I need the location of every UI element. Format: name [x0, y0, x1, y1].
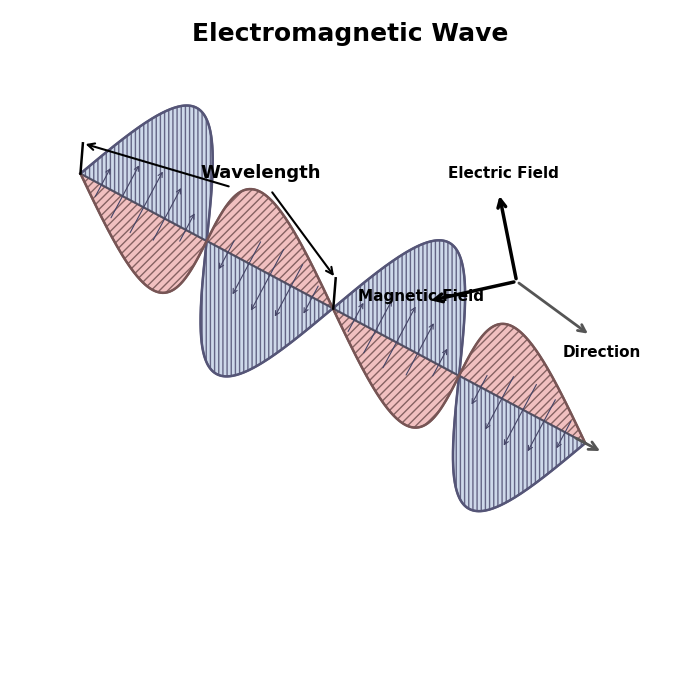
- Polygon shape: [80, 174, 207, 293]
- Text: Electric Field: Electric Field: [449, 167, 559, 181]
- Text: Magnetic Field: Magnetic Field: [358, 288, 484, 304]
- Polygon shape: [333, 309, 460, 428]
- Polygon shape: [453, 376, 585, 511]
- Polygon shape: [201, 241, 334, 377]
- Polygon shape: [333, 240, 465, 377]
- Polygon shape: [80, 106, 213, 242]
- Polygon shape: [206, 189, 333, 309]
- Text: Wavelength: Wavelength: [200, 164, 321, 182]
- Polygon shape: [459, 324, 585, 443]
- Text: Electromagnetic Wave: Electromagnetic Wave: [192, 22, 508, 46]
- Text: Direction: Direction: [563, 345, 641, 360]
